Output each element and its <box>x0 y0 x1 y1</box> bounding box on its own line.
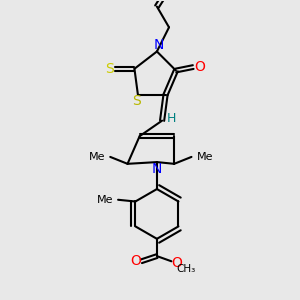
Text: N: N <box>152 162 162 176</box>
Text: O: O <box>194 60 205 74</box>
Text: N: N <box>154 38 164 52</box>
Text: S: S <box>105 62 114 76</box>
Text: H: H <box>167 112 176 125</box>
Text: Me: Me <box>197 152 213 162</box>
Text: O: O <box>130 254 141 268</box>
Text: O: O <box>172 256 182 270</box>
Text: Me: Me <box>97 195 113 205</box>
Text: CH₃: CH₃ <box>176 264 196 274</box>
Text: Me: Me <box>88 152 105 162</box>
Text: S: S <box>132 94 141 108</box>
